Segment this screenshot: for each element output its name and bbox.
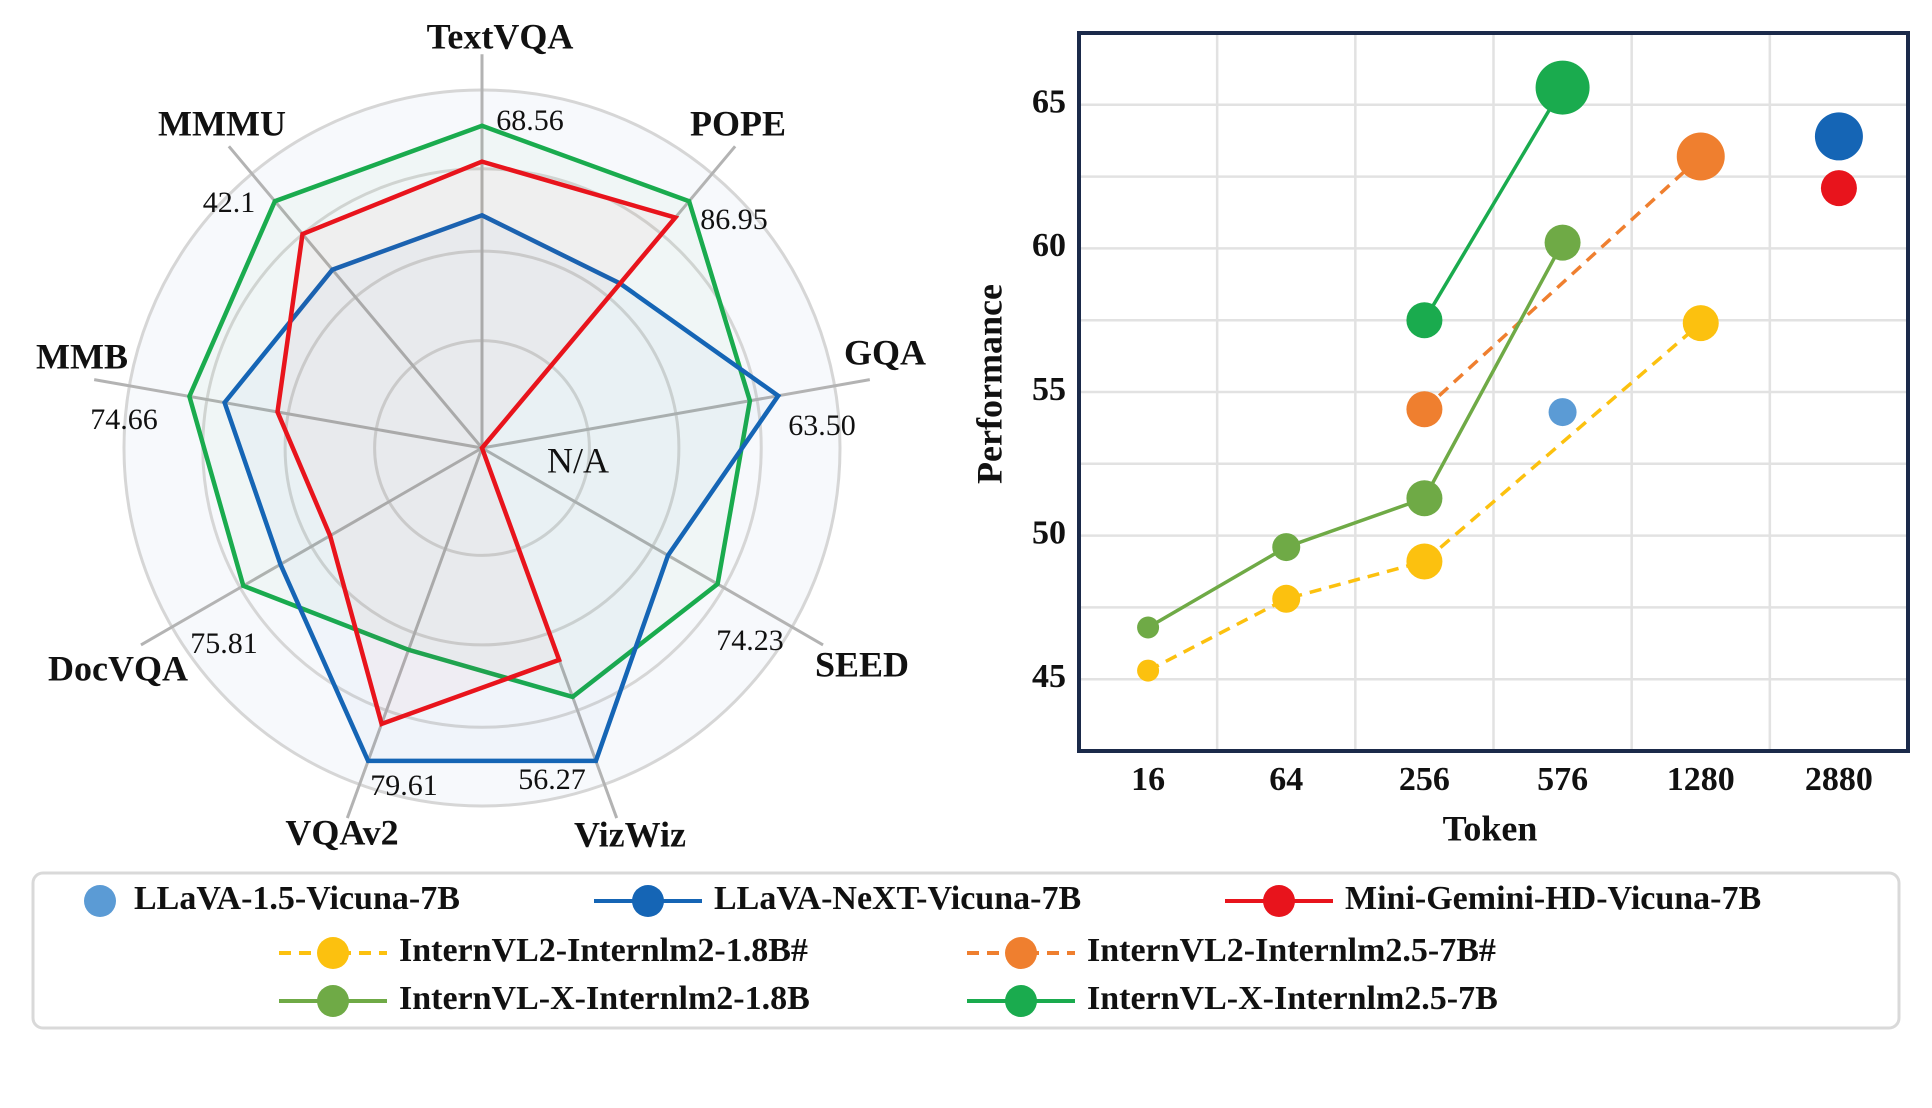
series-point-internvl-x-internlm2-5-7b-576 xyxy=(1535,60,1590,115)
legend-label-internvl2-internlm2-5-7b: InternVL2-Internlm2.5-7B# xyxy=(1087,932,1496,969)
x-tick-label-256: 256 xyxy=(1399,761,1450,798)
series-point-internvl2-internlm2-5-7b-256 xyxy=(1406,391,1443,428)
legend-marker-mini-gemini-hd-vicuna-7b xyxy=(1263,885,1295,917)
radar-axis-label-pope: POPE xyxy=(690,103,786,143)
token-performance-chart: 45 50 55 60 65 16 64 256 576 1280 2880 Token Perform… xyxy=(969,31,1910,848)
radar-chart: TextVQA 68.56 POPE 86.95 GQA 63.50 SEED 74.23 Vi… xyxy=(36,16,926,854)
radar-value-label-seed: 74.23 xyxy=(716,624,784,657)
x-tick-label-2880: 2880 xyxy=(1805,761,1873,798)
y-tick-label-45: 45 xyxy=(1032,658,1066,695)
x-tick-label-16: 16 xyxy=(1131,761,1165,798)
legend-label-internvl2-internlm2-1-8b: InternVL2-Internlm2-1.8B# xyxy=(399,932,808,969)
legend-marker-internvl2-internlm2-1-8b xyxy=(317,937,349,969)
legend-marker-internvl2-internlm2-5-7b xyxy=(1005,937,1037,969)
series-point-internvl2-internlm2-1-8b-256 xyxy=(1406,543,1443,580)
y-tick-label-60: 60 xyxy=(1032,227,1066,264)
radar-axis-label-mmb: MMB xyxy=(36,336,128,376)
radar-value-label-mmmu: 42.1 xyxy=(203,186,256,219)
y-tick-label-65: 65 xyxy=(1032,84,1066,121)
legend-label-llava-next-vicuna-7b: LLaVA-NeXT-Vicuna-7B xyxy=(714,880,1081,917)
legend-label-llava-1-5-vicuna-7b: LLaVA-1.5-Vicuna-7B xyxy=(134,880,460,917)
plot-frame xyxy=(1077,31,1910,753)
radar-spoke-vqav2 xyxy=(345,447,484,819)
radar-spoke-docvqa xyxy=(140,446,483,647)
x-axis-title: Token xyxy=(1443,808,1538,848)
series-point-internvl-x-internlm2-1-8b-16 xyxy=(1137,616,1160,639)
legend-marker-llava-1-5-vicuna-7b xyxy=(84,885,116,917)
series-point-internvl2-internlm2-1-8b-1280 xyxy=(1682,305,1719,342)
y-tick-label-50: 50 xyxy=(1032,514,1066,551)
series-point-internvl2-internlm2-5-7b-1280 xyxy=(1676,132,1725,181)
radar-axis-label-mmmu: MMMU xyxy=(158,103,286,143)
radar-value-label-vqav2: 79.61 xyxy=(370,769,438,802)
radar-value-label-gqa: 63.50 xyxy=(788,409,856,442)
series-point-llava-1-5-vicuna-7b-576 xyxy=(1548,398,1577,427)
legend-marker-internvl-x-internlm2-1-8b xyxy=(317,985,349,1017)
radar-series-mini-gemini-hd-vicuna-7b xyxy=(275,159,680,727)
series-point-llava-next-vicuna-7b-2880 xyxy=(1814,112,1863,161)
legend-label-mini-gemini-hd-vicuna-7b: Mini-Gemini-HD-Vicuna-7B xyxy=(1345,880,1761,917)
legend: LLaVA-1.5-Vicuna-7B LLaVA-NeXT-Vicuna-7B M… xyxy=(31,871,1901,1030)
legend-box xyxy=(31,871,1901,1030)
radar-spoke-gqa xyxy=(481,378,871,450)
radar-series-internvl-x-internlm2-5-7b xyxy=(187,123,753,700)
x-tick-label-1280: 1280 xyxy=(1667,761,1735,798)
series-line-internvl-x-internlm2-5-7b xyxy=(1422,86,1565,322)
series-point-internvl-x-internlm2-1-8b-256 xyxy=(1406,480,1443,517)
series-point-internvl2-internlm2-1-8b-64 xyxy=(1272,584,1301,613)
radar-spoke-mmb xyxy=(93,378,483,450)
series-line-internvl2-internlm2-5-7b xyxy=(1423,155,1702,411)
radar-value-label-pope: 86.95 xyxy=(700,203,768,236)
radar-axis-label-vizwiz: VizWiz xyxy=(574,814,686,854)
radar-spoke-mmmu xyxy=(227,145,484,449)
series-point-mini-gemini-hd-vicuna-7b-2880 xyxy=(1820,170,1857,207)
radar-value-label-vizwiz: 56.27 xyxy=(518,763,586,796)
series-point-internvl-x-internlm2-1-8b-64 xyxy=(1272,533,1301,562)
radar-axis-label-textvqa: TextVQA xyxy=(427,16,574,56)
radar-axis-label-gqa: GQA xyxy=(844,332,926,372)
radar-series-llava-next-vicuna-7b xyxy=(222,212,782,764)
series-point-internvl-x-internlm2-1-8b-576 xyxy=(1544,224,1581,261)
series-point-internvl2-internlm2-1-8b-16 xyxy=(1137,659,1160,682)
legend-label-internvl-x-internlm2-1-8b: InternVL-X-Internlm2-1.8B xyxy=(399,980,810,1017)
radar-axis-label-vqav2: VQAv2 xyxy=(285,812,398,852)
x-tick-label-64: 64 xyxy=(1269,761,1303,798)
series-point-internvl-x-internlm2-5-7b-256 xyxy=(1406,302,1443,339)
legend-label-internvl-x-internlm2-5-7b: InternVL-X-Internlm2.5-7B xyxy=(1087,980,1498,1017)
legend-marker-llava-next-vicuna-7b xyxy=(632,885,664,917)
radar-axis-label-seed: SEED xyxy=(815,644,909,684)
x-tick-label-576: 576 xyxy=(1537,761,1588,798)
radar-center-na-label: N/A xyxy=(547,440,609,480)
series-line-internvl2-internlm2-1-8b xyxy=(1147,321,1702,673)
radar-spoke-seed xyxy=(481,446,824,647)
radar-axis-label-docvqa: DocVQA xyxy=(48,648,188,688)
radar-value-label-textvqa: 68.56 xyxy=(496,104,564,137)
series-line-internvl-x-internlm2-1-8b xyxy=(1147,241,1565,630)
y-axis-title: Performance xyxy=(969,284,1009,484)
legend-marker-internvl-x-internlm2-5-7b xyxy=(1005,985,1037,1017)
radar-value-label-docvqa: 75.81 xyxy=(190,627,258,660)
radar-value-label-mmb: 74.66 xyxy=(90,403,158,436)
y-tick-label-55: 55 xyxy=(1032,371,1066,408)
